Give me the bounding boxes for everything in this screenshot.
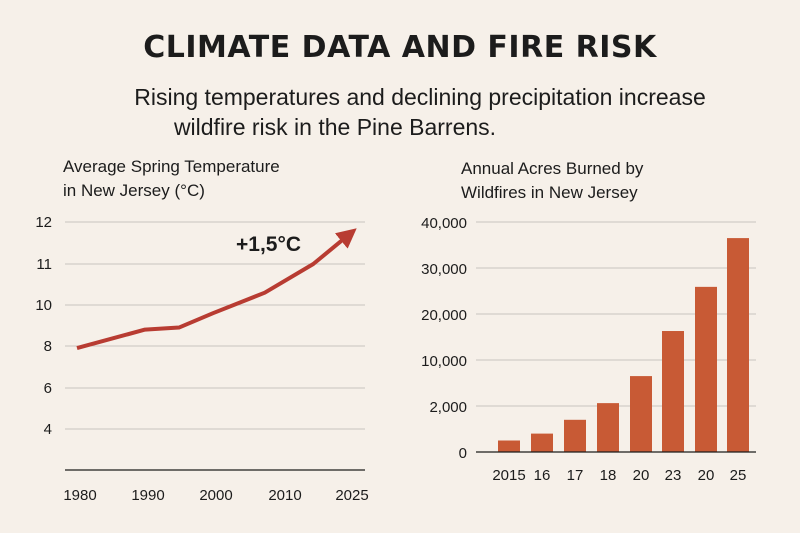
y-tick-label: 4 <box>44 421 52 438</box>
temperature-chart: 12 11 10 8 6 4 1980 1990 2000 2010 2025 +1,5°C <box>35 214 368 504</box>
x-tick-label: 18 <box>600 467 617 484</box>
bar <box>727 238 749 452</box>
bar <box>662 331 684 452</box>
subtitle-line-1: Rising temperatures and declining precip… <box>134 84 706 110</box>
x-tick-label: 2010 <box>268 487 301 504</box>
x-tick-label: 23 <box>665 467 682 484</box>
x-tick-label: 20 <box>633 467 650 484</box>
x-tick-label: 17 <box>567 467 584 484</box>
y-tick-label: 0 <box>459 445 467 462</box>
x-tick-label: 2025 <box>335 487 368 504</box>
x-tick-label: 20 <box>698 467 715 484</box>
x-tick-label: 1980 <box>63 487 96 504</box>
y-tick-label: 10,000 <box>421 353 467 370</box>
bar <box>531 433 553 452</box>
y-tick-label: 11 <box>36 256 52 273</box>
acres-title-line-1: Annual Acres Burned by <box>461 159 644 178</box>
y-tick-label: 12 <box>35 214 52 231</box>
bar <box>564 419 586 452</box>
page-subtitle: Rising temperatures and declining precip… <box>60 82 780 142</box>
bar <box>695 286 717 452</box>
acres-title-line-2: Wildfires in New Jersey <box>461 183 638 202</box>
subtitle-line-2: wildfire risk in the Pine Barrens. <box>173 114 497 140</box>
x-tick-label: 1990 <box>131 487 164 504</box>
y-tick-label: 2,000 <box>429 399 467 416</box>
bar <box>597 403 619 452</box>
y-tick-label: 20,000 <box>421 307 467 324</box>
temperature-title-line-1: Average Spring Temperature <box>63 157 280 176</box>
acres-chart: 40,000 30,000 20,000 10,000 2,000 0 2015 16 17 18… <box>421 215 756 484</box>
y-tick-label: 30,000 <box>421 261 467 278</box>
x-tick-label: 25 <box>730 467 747 484</box>
x-tick-label: 2000 <box>199 487 232 504</box>
x-tick-label: 16 <box>534 467 551 484</box>
y-tick-label: 6 <box>44 380 52 397</box>
y-tick-label: 40,000 <box>421 215 467 232</box>
y-tick-label: 10 <box>35 297 52 314</box>
page-title: CLIMATE DATA AND FIRE RISK <box>143 30 657 65</box>
temperature-line <box>76 228 357 351</box>
x-tick-label: 2015 <box>492 467 525 484</box>
temperature-annotation: +1,5°C <box>236 233 301 256</box>
temperature-chart-title: Average Spring Temperature in New Jersey… <box>63 155 280 203</box>
bar <box>498 440 520 452</box>
bar <box>630 376 652 452</box>
temperature-title-line-2: in New Jersey (°C) <box>63 181 205 200</box>
y-tick-label: 8 <box>44 338 52 355</box>
acres-chart-title: Annual Acres Burned by Wildfires in New … <box>461 157 643 205</box>
